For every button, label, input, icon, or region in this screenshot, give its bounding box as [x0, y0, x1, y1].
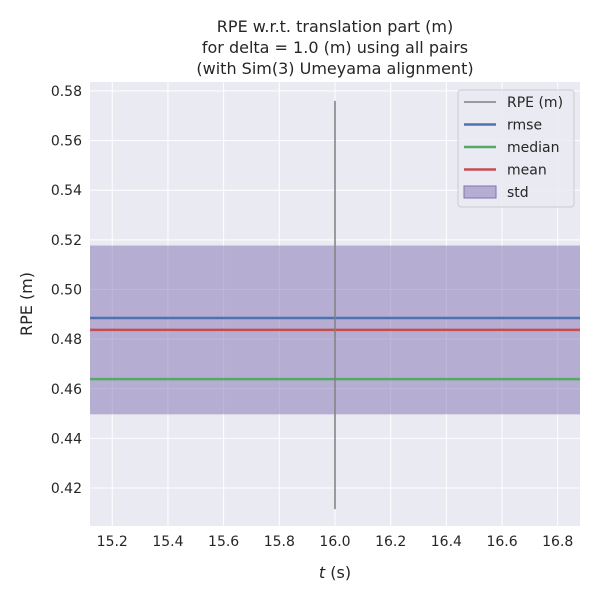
ticks: 15.2 15.4 15.6 15.8 16.0 16.2 16.4 16.6 16.8 0.42…: [51, 84, 573, 550]
x-tick-label: 16.6: [486, 534, 517, 550]
chart-title-line-3: (with Sim(3) Umeyama alignment): [196, 59, 473, 78]
chart-title-line-2: for delta = 1.0 (m) using all pairs: [202, 38, 468, 57]
x-tick-label: 15.8: [264, 534, 295, 550]
legend-label: rmse: [507, 118, 542, 134]
y-tick-label: 0.50: [51, 282, 82, 298]
y-tick-label: 0.44: [51, 431, 82, 447]
legend-label: RPE (m): [507, 95, 563, 111]
legend: RPE (m) rmse median mean std: [457, 89, 575, 208]
x-tick-label: 15.4: [152, 534, 183, 550]
legend-box: [457, 89, 575, 208]
chart-title-line-1: RPE w.r.t. translation part (m): [217, 17, 453, 36]
x-tick-label: 16.2: [375, 534, 406, 550]
x-tick-label: 15.6: [208, 534, 239, 550]
y-tick-label: 0.58: [51, 84, 82, 100]
y-tick-label: 0.48: [51, 332, 82, 348]
y-axis-label: RPE (m): [17, 272, 36, 336]
x-tick-label: 16.4: [431, 534, 462, 550]
legend-label: std: [507, 185, 529, 201]
legend-label: median: [507, 140, 559, 156]
y-tick-label: 0.54: [51, 183, 82, 199]
legend-label: mean: [507, 163, 547, 179]
y-tick-label: 0.56: [51, 134, 82, 150]
x-tick-label: 16.8: [542, 534, 573, 550]
x-tick-label: 15.2: [97, 534, 128, 550]
x-axis-label: t (s): [319, 563, 351, 582]
legend-swatch-std: [463, 185, 497, 199]
y-tick-label: 0.52: [51, 233, 82, 249]
x-tick-label: 16.0: [319, 534, 350, 550]
y-tick-label: 0.46: [51, 382, 82, 398]
marks: [90, 100, 580, 510]
y-tick-label: 0.42: [51, 481, 82, 497]
